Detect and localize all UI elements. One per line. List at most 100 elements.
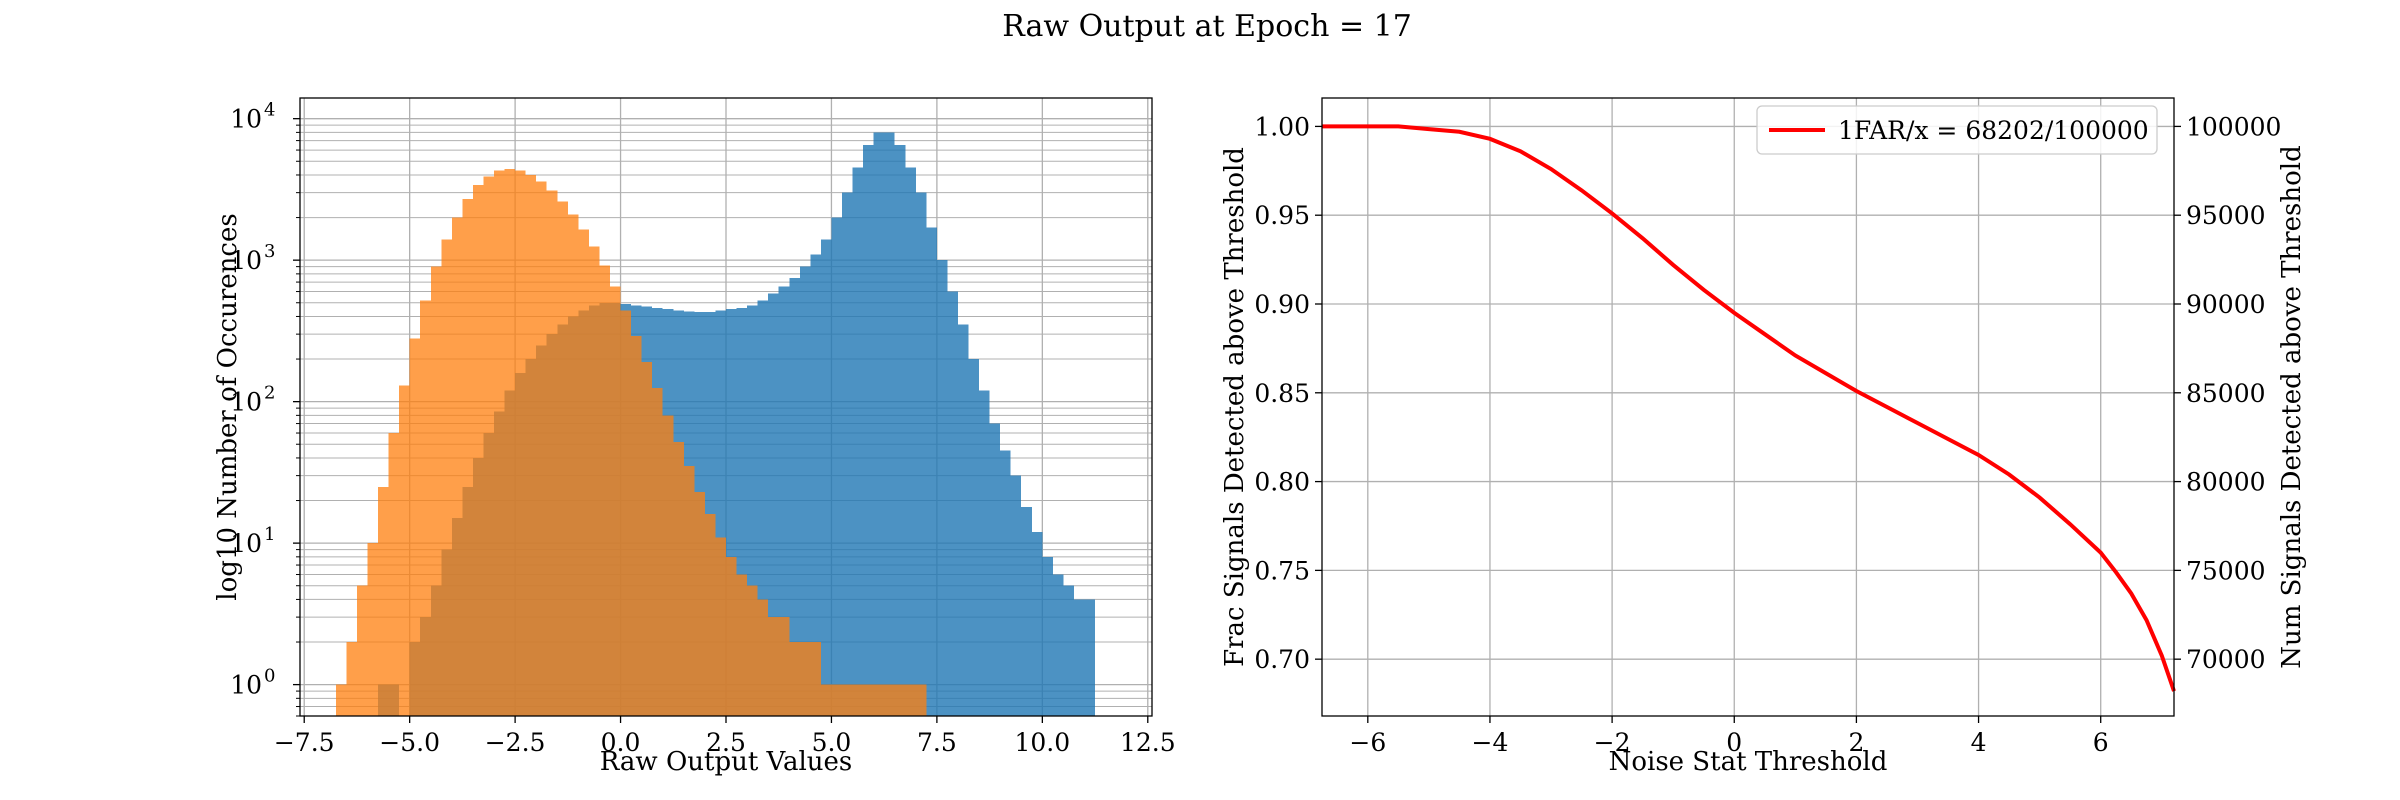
line-chart-axes-frame xyxy=(1321,97,2175,717)
histogram-signal-bar xyxy=(757,300,769,716)
line-chart-x-label: Noise Stat Threshold xyxy=(1609,747,1888,777)
histogram-signal-bar xyxy=(989,423,1001,716)
line-series-1far xyxy=(1322,124,2176,692)
histogram-noise-bar xyxy=(536,181,547,716)
histogram-noise-bar xyxy=(388,433,400,716)
histogram-noise-bar xyxy=(768,617,779,716)
line-chart-x-ticks: −6 −4 −2 0 2 4 6 xyxy=(1349,716,2109,757)
line-chart-gridlines xyxy=(1322,98,2174,716)
histogram-signal-bar xyxy=(789,277,800,716)
histogram-noise-bar xyxy=(367,543,379,716)
histogram-noise-bar xyxy=(599,265,611,716)
histogram-noise-bar xyxy=(420,300,431,716)
histogram-noise-bar xyxy=(831,684,842,716)
histogram-noise-bar xyxy=(915,684,927,716)
histogram-y-tick-label: 10 xyxy=(230,246,262,275)
histogram-signal-bar xyxy=(841,192,853,716)
histogram-noise-bar xyxy=(841,684,853,716)
histogram-series-noise xyxy=(335,169,927,717)
histogram-noise-bar xyxy=(430,266,442,716)
histogram-x-tick-label: −5.0 xyxy=(379,728,440,757)
line-chart-right-y-label: Num Signals Detected above Threshold xyxy=(2277,145,2307,668)
histogram-noise-bar xyxy=(799,642,811,716)
histogram-signal-bar xyxy=(778,286,790,716)
histogram-x-ticks: −7.5 −5.0 −2.5 0.0 2.5 5.0 7.5 10.0 12.5 xyxy=(274,716,1176,757)
histogram-x-tick-label: 12.5 xyxy=(1120,728,1176,757)
histogram-noise-bar xyxy=(399,385,410,716)
histogram-y-tick-exponent: 1 xyxy=(264,524,275,545)
histogram-noise-bar xyxy=(610,286,621,716)
histogram-signal-bar xyxy=(715,310,726,716)
legend-box xyxy=(1756,105,2158,155)
histogram-x-label: Raw Output Values xyxy=(600,747,852,777)
line-chart-left-y-tick-label: 0.70 xyxy=(1254,645,1310,674)
histogram-noise-bar xyxy=(504,169,516,716)
histogram-noise-bar xyxy=(726,556,737,716)
histogram-noise-bar xyxy=(715,537,726,716)
histogram-x-tick-label: 7.5 xyxy=(917,728,957,757)
histogram-signal-bar xyxy=(831,217,842,716)
histogram-x-tick-label: 10.0 xyxy=(1015,728,1071,757)
histogram-x-tick-label: 5.0 xyxy=(812,728,852,757)
histogram-noise-bar xyxy=(451,217,463,716)
histogram-y-tick-exponent: 4 xyxy=(264,100,275,121)
histogram-signal-bar xyxy=(747,305,758,716)
histogram-noise-bar xyxy=(810,642,821,716)
histogram-noise-bar xyxy=(747,585,758,716)
histogram-noise-bar xyxy=(905,684,916,716)
legend: 1FAR/x = 68202/100000 xyxy=(1756,105,2158,155)
histogram-signal-bar xyxy=(894,145,906,716)
line-chart-x-tick-label: 4 xyxy=(1971,728,1987,757)
line-chart-right-y-ticks: 70000 75000 80000 85000 90000 95000 100000 xyxy=(2174,112,2281,674)
line-chart-x-tick-label: −6 xyxy=(1349,728,1386,757)
line-chart-left-y-tick-label: 1.00 xyxy=(1254,112,1310,141)
line-chart-left-y-tick-label: 0.90 xyxy=(1254,290,1310,319)
histogram-y-tick-label: 10 xyxy=(230,105,262,134)
histogram-signal-bar xyxy=(799,266,811,716)
histogram-noise-bar xyxy=(673,441,684,716)
histogram-noise-bar xyxy=(641,362,653,716)
histogram-y-tick-label: 10 xyxy=(230,529,262,558)
line-chart-right-y-tick-label: 75000 xyxy=(2186,556,2266,585)
line-chart-left-y-ticks: 0.70 0.75 0.80 0.85 0.90 0.95 1.00 xyxy=(1254,112,1322,674)
line-chart-x-tick-label: 6 xyxy=(2093,728,2109,757)
histogram-noise-bar xyxy=(578,229,589,716)
histogram-x-tick-label: 0.0 xyxy=(601,728,641,757)
histogram-noise-bar xyxy=(694,491,705,716)
histogram-signal-bar xyxy=(1063,585,1074,716)
line-chart-right-y-tick-label: 90000 xyxy=(2186,290,2266,319)
histogram-signal-bar xyxy=(936,260,948,716)
line-chart-left-y-label: Frac Signals Detected above Threshold xyxy=(1220,147,1250,667)
histogram-y-tick-exponent: 3 xyxy=(264,241,275,262)
histogram-signal-bar xyxy=(1073,599,1085,716)
line-chart-right-y-tick-label: 100000 xyxy=(2186,112,2281,141)
histogram-signal-bar xyxy=(957,324,969,716)
histogram-noise-bar xyxy=(546,190,558,716)
histogram-signal-bar xyxy=(768,293,779,716)
histogram-signal-bar xyxy=(1010,475,1022,716)
line-chart-right-y-tick-label: 70000 xyxy=(2186,645,2266,674)
histogram-noise-bar xyxy=(620,310,632,716)
histogram-signal-bar xyxy=(873,132,885,717)
figure-title: Raw Output at Epoch = 17 xyxy=(1002,9,1412,44)
histogram-signal-bar xyxy=(915,192,927,716)
histogram-signal-bar xyxy=(1000,450,1011,716)
histogram-noise-bar xyxy=(631,336,642,716)
line-chart-right-y-tick-label: 85000 xyxy=(2186,379,2266,408)
histogram-signal-bar xyxy=(736,307,748,716)
histogram-signal-bar xyxy=(926,227,937,716)
histogram-noise-bar xyxy=(335,684,347,716)
histogram-noise-bar xyxy=(409,338,421,716)
histogram-noise-bar xyxy=(873,684,885,716)
histogram-noise-bar xyxy=(852,684,864,716)
histogram-signal-bar xyxy=(820,239,832,717)
histogram-noise-bar xyxy=(662,415,674,716)
histogram-noise-bar xyxy=(441,239,452,717)
histogram-x-tick-label: −2.5 xyxy=(485,728,546,757)
line-chart-x-tick-label: 0 xyxy=(1726,728,1742,757)
histogram-signal-bar xyxy=(968,359,980,716)
histogram-y-tick-label: 10 xyxy=(230,671,262,700)
line-chart-x-tick-label: −2 xyxy=(1594,728,1631,757)
